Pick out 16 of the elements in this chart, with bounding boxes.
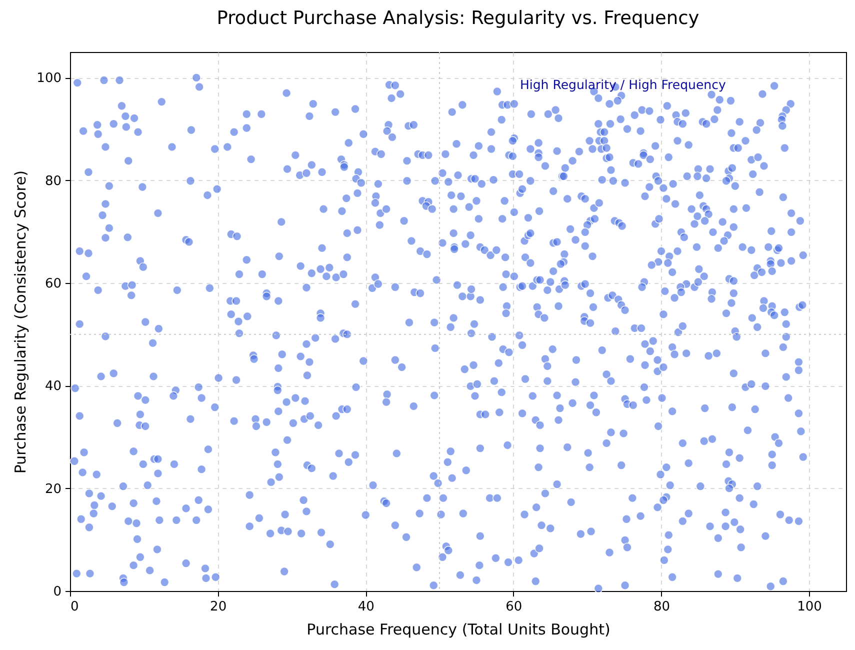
y-tick-label: 100 bbox=[36, 71, 62, 86]
y-tick-label: 40 bbox=[44, 379, 62, 394]
chart-title: Product Purchase Analysis: Regularity vs. Frequency bbox=[216, 8, 700, 29]
x-tick-label: 60 bbox=[506, 600, 522, 614]
y-tick-label: 80 bbox=[44, 174, 62, 189]
x-tick-label: 20 bbox=[210, 600, 227, 614]
x-tick-label: 80 bbox=[653, 600, 670, 614]
y-tick-label: 20 bbox=[44, 482, 62, 497]
y-tick-label: 60 bbox=[44, 276, 62, 292]
y-axis-title: Purchase Regularity (Consistency Score) bbox=[12, 170, 30, 474]
x-tick-label: 40 bbox=[358, 600, 374, 614]
annotation: High Regularity / High Frequency bbox=[520, 77, 726, 92]
x-axis-title: Purchase Frequency (Total Units Bought) bbox=[306, 620, 610, 638]
x-tick-label: 0 bbox=[70, 600, 79, 614]
y-tick-label: 0 bbox=[53, 584, 62, 600]
x-tick-label: 100 bbox=[797, 600, 822, 614]
